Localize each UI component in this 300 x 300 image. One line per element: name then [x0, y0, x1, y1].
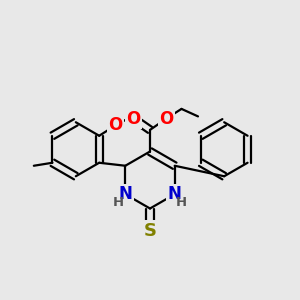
Text: H: H: [176, 196, 187, 209]
Text: N: N: [118, 185, 132, 203]
Text: O: O: [126, 110, 141, 128]
Text: O: O: [109, 116, 123, 134]
Text: O: O: [159, 110, 174, 128]
Text: H: H: [113, 196, 124, 209]
Text: S: S: [143, 222, 157, 240]
Text: N: N: [168, 185, 182, 203]
